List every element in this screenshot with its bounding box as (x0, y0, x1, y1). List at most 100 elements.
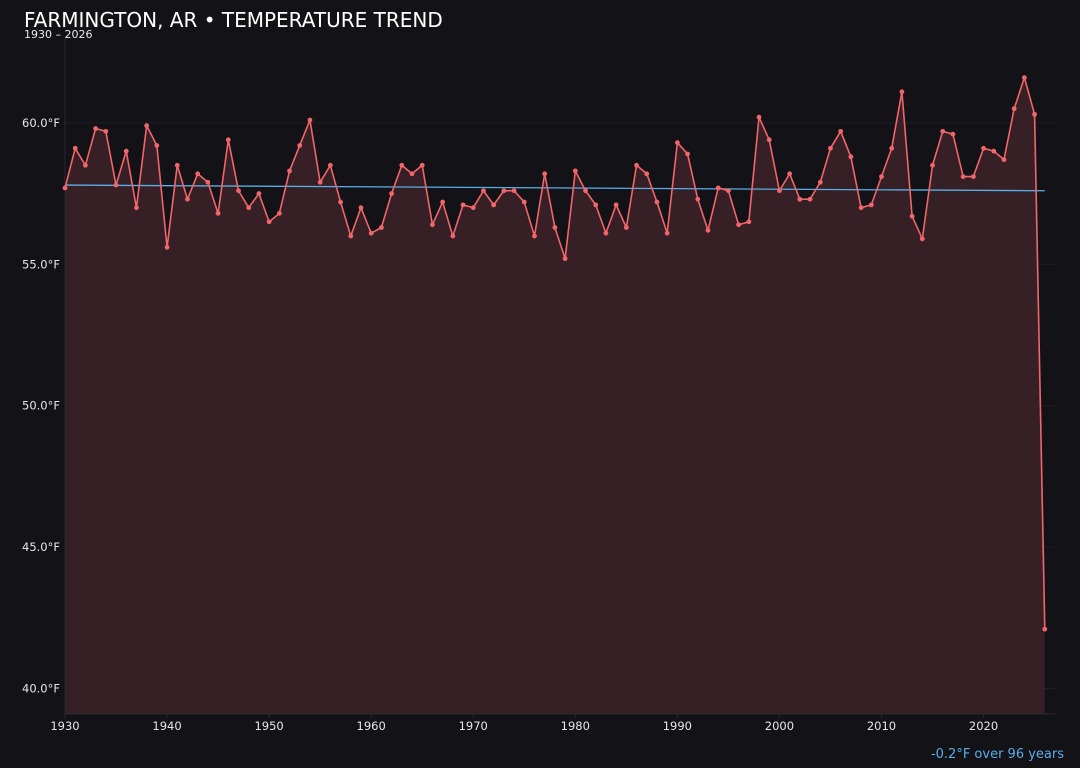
data-point (470, 205, 476, 211)
data-point (1042, 626, 1048, 632)
data-point (1001, 157, 1007, 163)
data-point (409, 171, 415, 177)
y-tick-label: 55.0°F (22, 257, 60, 271)
data-point (695, 196, 701, 202)
data-point (389, 191, 394, 196)
data-point (154, 143, 160, 148)
data-point (756, 114, 762, 120)
data-point (348, 233, 354, 239)
data-point (1011, 106, 1017, 112)
data-point (858, 205, 864, 211)
x-tick-label: 2010 (867, 719, 896, 733)
data-point (246, 205, 252, 211)
x-tick-label: 1960 (357, 719, 386, 733)
x-tick-label: 2020 (969, 719, 998, 733)
data-point (327, 162, 333, 168)
data-point (93, 126, 99, 131)
data-point (460, 202, 466, 208)
data-point (685, 151, 690, 157)
data-point (787, 171, 793, 177)
data-point (185, 196, 190, 202)
data-point (868, 202, 874, 208)
y-tick-label: 40.0°F (22, 682, 60, 696)
data-point (562, 256, 568, 262)
x-tick-label: 1970 (459, 719, 488, 733)
trend-line-layer (64, 184, 1045, 192)
data-point (144, 123, 150, 129)
data-point (113, 182, 119, 188)
data-point (807, 196, 813, 202)
data-point (338, 199, 343, 205)
data-point (491, 202, 497, 208)
data-point (838, 128, 844, 134)
data-point (236, 188, 241, 194)
data-point (777, 188, 782, 194)
y-tick-label: 45.0°F (22, 540, 60, 554)
data-point (583, 188, 588, 194)
data-point (399, 162, 405, 168)
data-point (552, 225, 558, 230)
data-point (634, 162, 639, 168)
data-point (450, 233, 456, 239)
data-point (276, 210, 282, 216)
chart-title: FARMINGTON, AR • TEMPERATURE TREND (24, 8, 443, 32)
data-point (593, 202, 599, 208)
x-tick-label: 1990 (663, 719, 692, 733)
data-point (654, 199, 660, 205)
data-point (909, 213, 915, 219)
data-point (623, 225, 629, 230)
data-point (1032, 111, 1037, 117)
data-point (174, 162, 180, 168)
data-point (603, 230, 609, 236)
data-point (225, 137, 231, 143)
data-point (970, 174, 976, 179)
trend-summary-label: -0.2°F over 96 years (930, 747, 1064, 762)
y-axis-ticks: 40.0°F 45.0°F 50.0°F 55.0°F 60.0°F (22, 116, 60, 696)
y-tick-label: 50.0°F (22, 399, 60, 413)
data-point (1021, 75, 1027, 80)
axis-lines (64, 38, 1055, 718)
data-point (501, 188, 507, 194)
data-point (848, 154, 854, 160)
data-point (715, 185, 721, 191)
data-point (511, 188, 517, 194)
data-point (664, 230, 670, 236)
data-point (828, 145, 833, 151)
data-point (613, 202, 619, 208)
area-fill-layer (65, 77, 1045, 714)
data-point (83, 162, 88, 168)
data-point (736, 222, 742, 228)
data-point (481, 188, 486, 194)
data-point (358, 205, 364, 211)
data-point (981, 145, 986, 151)
trend-line (64, 184, 1045, 192)
data-point (899, 89, 905, 95)
data-point (644, 171, 650, 177)
data-point (256, 191, 262, 196)
y-tick-label: 60.0°F (22, 116, 60, 130)
data-point (817, 179, 823, 185)
data-point (766, 137, 772, 143)
data-point (879, 174, 884, 179)
data-point (521, 199, 527, 205)
data-point (297, 143, 303, 148)
data-point (532, 233, 537, 239)
data-point (430, 222, 435, 228)
data-point (307, 117, 313, 123)
data-point (930, 162, 935, 168)
data-point (62, 185, 68, 191)
data-point (378, 225, 384, 230)
data-point (542, 171, 548, 177)
data-point (266, 219, 272, 225)
data-point (103, 128, 109, 134)
data-point (572, 168, 578, 174)
x-tick-label: 1930 (50, 719, 79, 733)
data-point (950, 131, 956, 137)
data-point (705, 227, 711, 233)
chart-subtitle: 1930 – 2026 (24, 28, 93, 41)
data-point (134, 205, 139, 211)
data-point (889, 145, 895, 151)
data-point (215, 210, 221, 216)
x-tick-label: 2000 (765, 719, 794, 733)
